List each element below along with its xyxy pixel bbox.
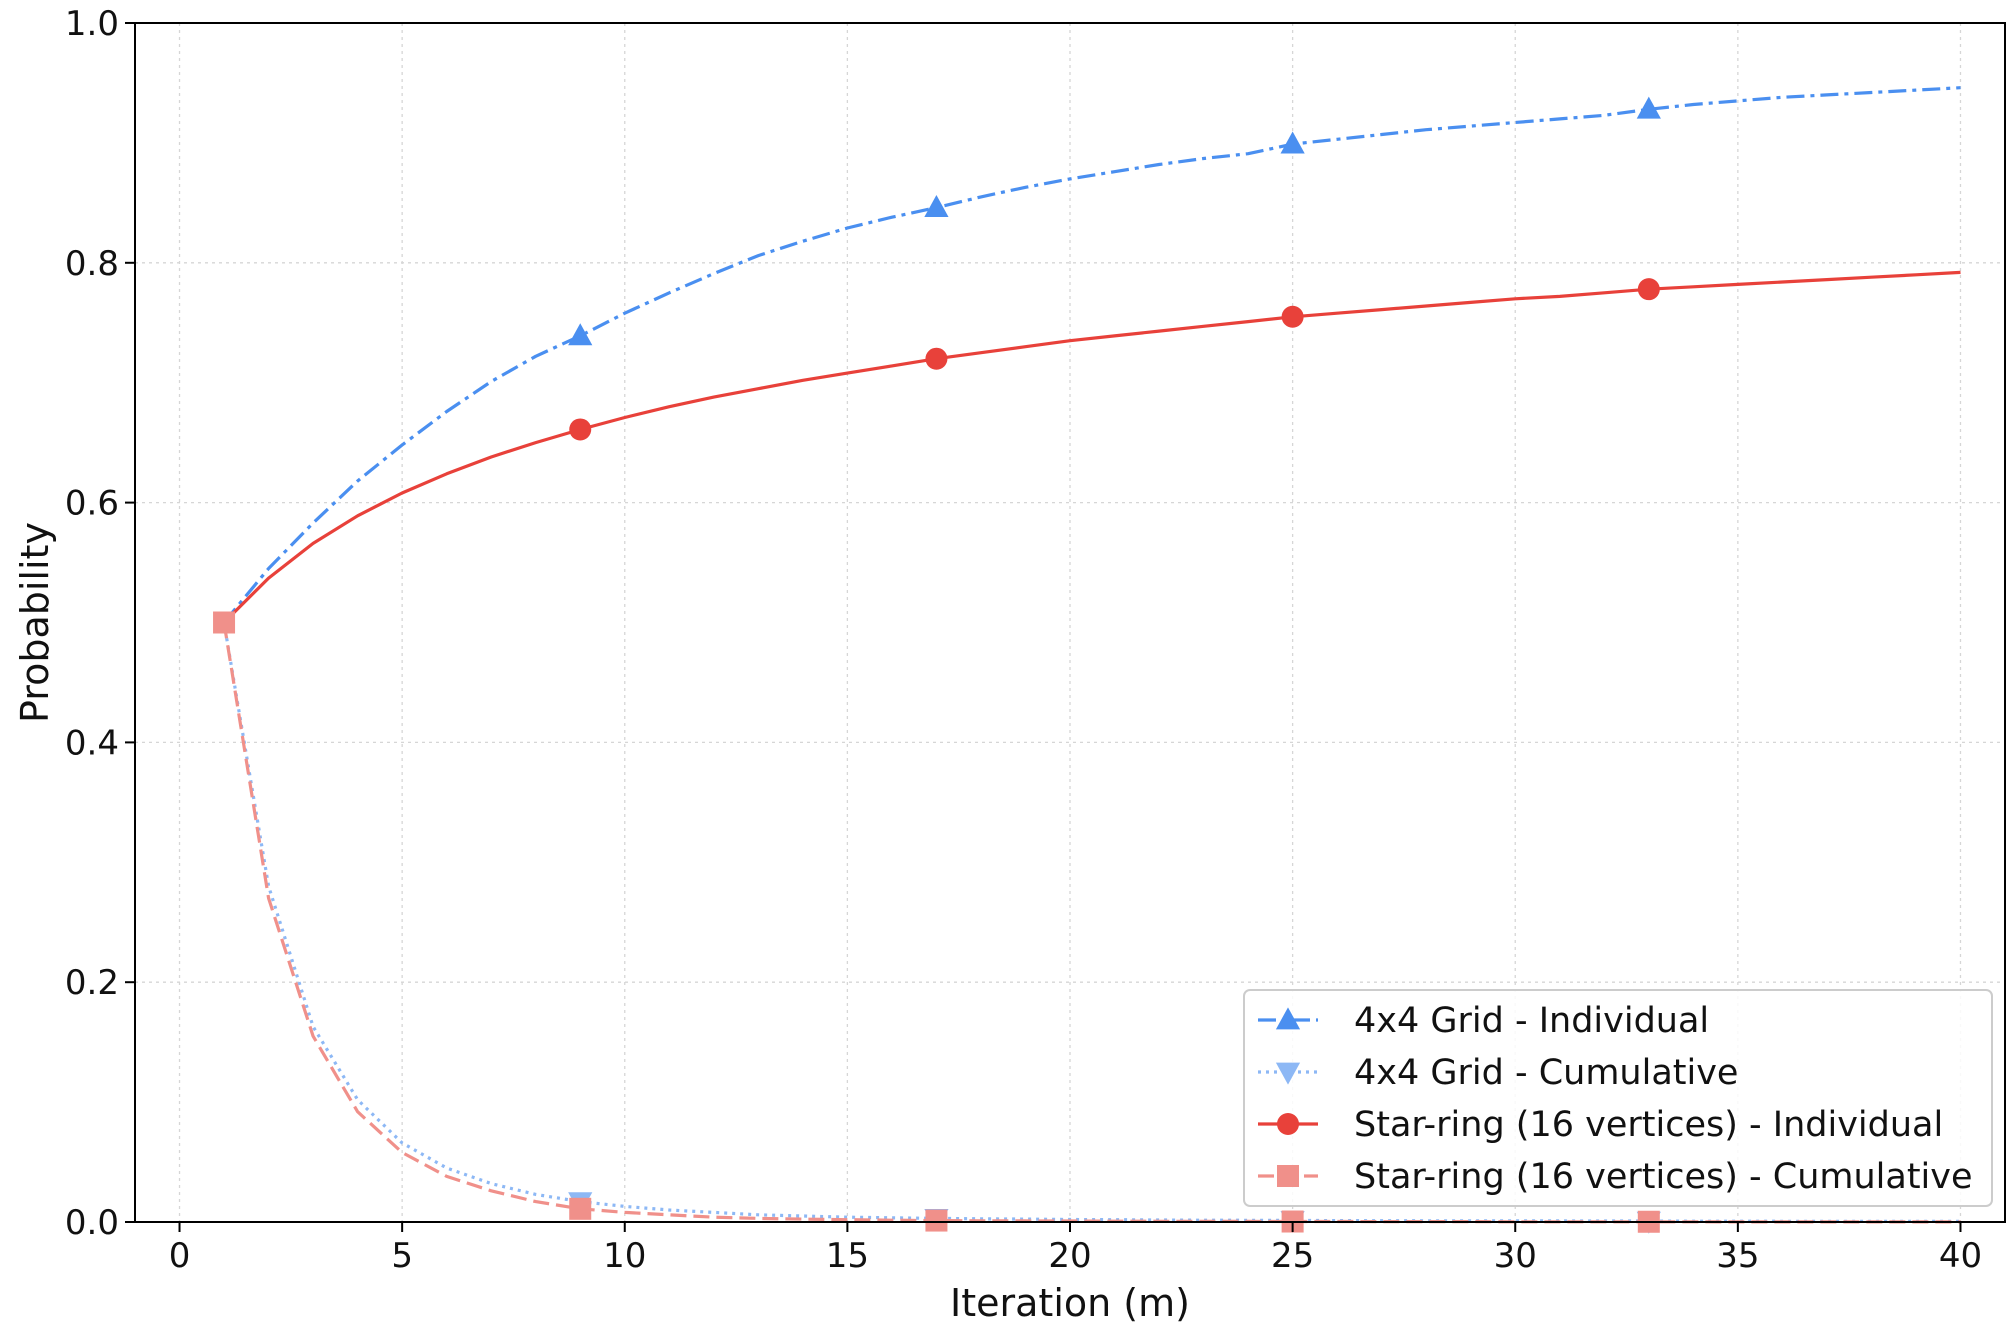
series-3-marker [1637, 278, 1660, 301]
legend-marker-swatch [1277, 1165, 1299, 1187]
x-tick-label: 30 [1494, 1236, 1537, 1276]
legend-box [1243, 989, 1993, 1207]
legend-marker-swatch [1275, 1007, 1301, 1030]
series-3-marker [569, 418, 592, 441]
axis-ticks: 0 5 10 15 20 25 30 35 40 0.0 0.2 0.4 0.6 0.8 1.0 [65, 4, 1982, 1276]
legend-entry: 4x4 Grid - Cumulative [1258, 1053, 1738, 1093]
x-tick-label: 35 [1716, 1236, 1759, 1276]
series-4-marker [569, 1197, 592, 1220]
series-1-marker [1280, 131, 1305, 154]
legend-entry: Star-ring (16 vertices) - Cumulative [1258, 1157, 1973, 1197]
y-axis-title: Probability [13, 522, 57, 723]
legend: 4x4 Grid - Individual 4x4 Grid - Cumulati… [1243, 989, 1993, 1207]
series-3-marker [925, 347, 948, 370]
x-tick-label: 15 [826, 1236, 869, 1276]
series-line-1 [222, 86, 1961, 624]
legend-label: 4x4 Grid - Cumulative [1354, 1053, 1738, 1093]
x-tick-label: 40 [1939, 1236, 1982, 1276]
legend-entry: 4x4 Grid - Individual [1258, 1001, 1709, 1041]
x-tick-label: 5 [391, 1236, 413, 1276]
series-4-marker [925, 1209, 948, 1232]
legend-label: 4x4 Grid - Individual [1354, 1001, 1709, 1041]
y-tick-label: 0.0 [65, 1203, 119, 1243]
x-tick-label: 25 [1271, 1236, 1314, 1276]
y-tick-label: 0.2 [65, 963, 119, 1003]
legend-label: Star-ring (16 vertices) - Individual [1354, 1105, 1943, 1145]
legend-entry: Star-ring (16 vertices) - Individual [1258, 1105, 1943, 1145]
y-tick-label: 0.4 [65, 723, 119, 763]
y-tick-label: 0.6 [65, 484, 119, 524]
series-1-marker [568, 323, 593, 346]
legend-marker-swatch [1275, 1062, 1301, 1085]
x-tick-label: 10 [603, 1236, 646, 1276]
legend-marker-swatch [1277, 1113, 1299, 1135]
y-tick-label: 1.0 [65, 4, 119, 44]
legend-items: 4x4 Grid - Individual 4x4 Grid - Cumulati… [1258, 1001, 1973, 1197]
legend-label: Star-ring (16 vertices) - Cumulative [1354, 1157, 1973, 1197]
x-axis-title: Iteration (m) [950, 1281, 1190, 1325]
x-tick-label: 20 [1048, 1236, 1091, 1276]
y-tick-label: 0.8 [65, 244, 119, 284]
series-1-marker [1636, 96, 1661, 119]
series-4-marker [213, 611, 236, 634]
series-3-marker [1281, 305, 1304, 328]
series-1-marker [924, 194, 949, 217]
series-line-3 [222, 270, 1961, 624]
x-tick-label: 0 [169, 1236, 191, 1276]
